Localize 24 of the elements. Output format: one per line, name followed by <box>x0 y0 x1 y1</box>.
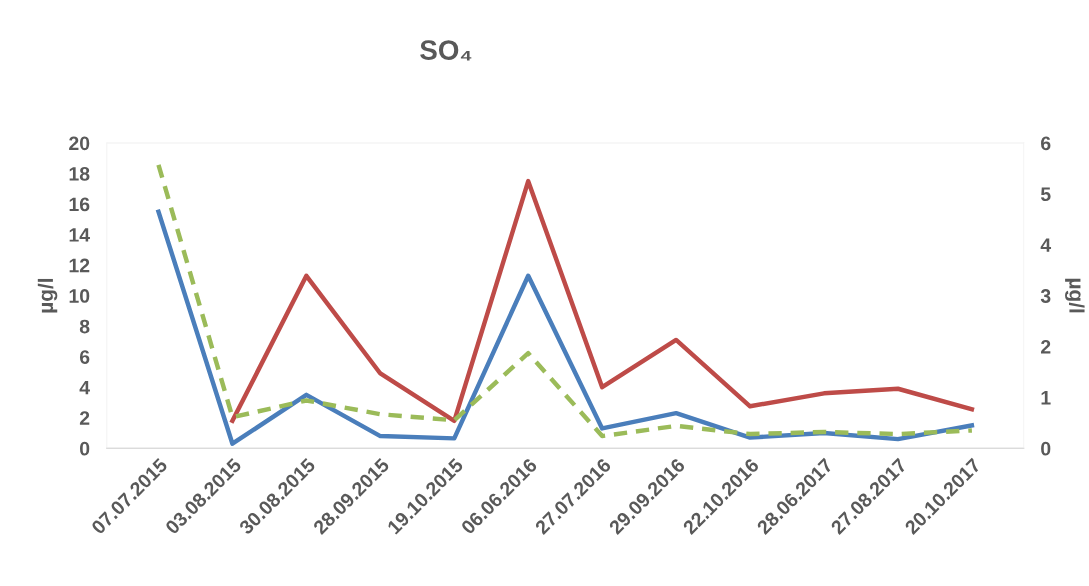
y-tick-label: 10 <box>69 289 90 303</box>
y2-tick-label: 6 <box>1041 136 1051 151</box>
y2-tick-label: 5 <box>1040 187 1051 202</box>
y-tick-label: 0 <box>80 441 90 456</box>
y2-axis-title: µg/l <box>1065 278 1085 313</box>
y-tick-label: 12 <box>69 258 90 273</box>
line-series <box>156 209 975 446</box>
line-series <box>156 162 975 439</box>
y-tick-label: 20 <box>69 136 90 151</box>
line-series <box>230 178 975 424</box>
y-tick-label: 2 <box>79 411 90 425</box>
y-tick-label: 18 <box>69 166 90 181</box>
y-axis-title: µg/l <box>37 278 58 313</box>
chart-title: SO₄ <box>420 40 472 61</box>
y-tick-label: 14 <box>69 228 90 242</box>
y-tick-label: 8 <box>79 319 90 334</box>
y-tick-label: 6 <box>79 350 90 364</box>
y2-tick-label: 4 <box>1040 238 1052 252</box>
y2-tick-label: 3 <box>1040 289 1051 303</box>
y2-tick-label: 0 <box>1041 441 1051 456</box>
y2-tick-label: 2 <box>1041 339 1051 354</box>
y-tick-label: 4 <box>79 380 90 395</box>
y2-tick-label: 1 <box>1041 391 1051 405</box>
y-tick-label: 16 <box>69 197 90 212</box>
